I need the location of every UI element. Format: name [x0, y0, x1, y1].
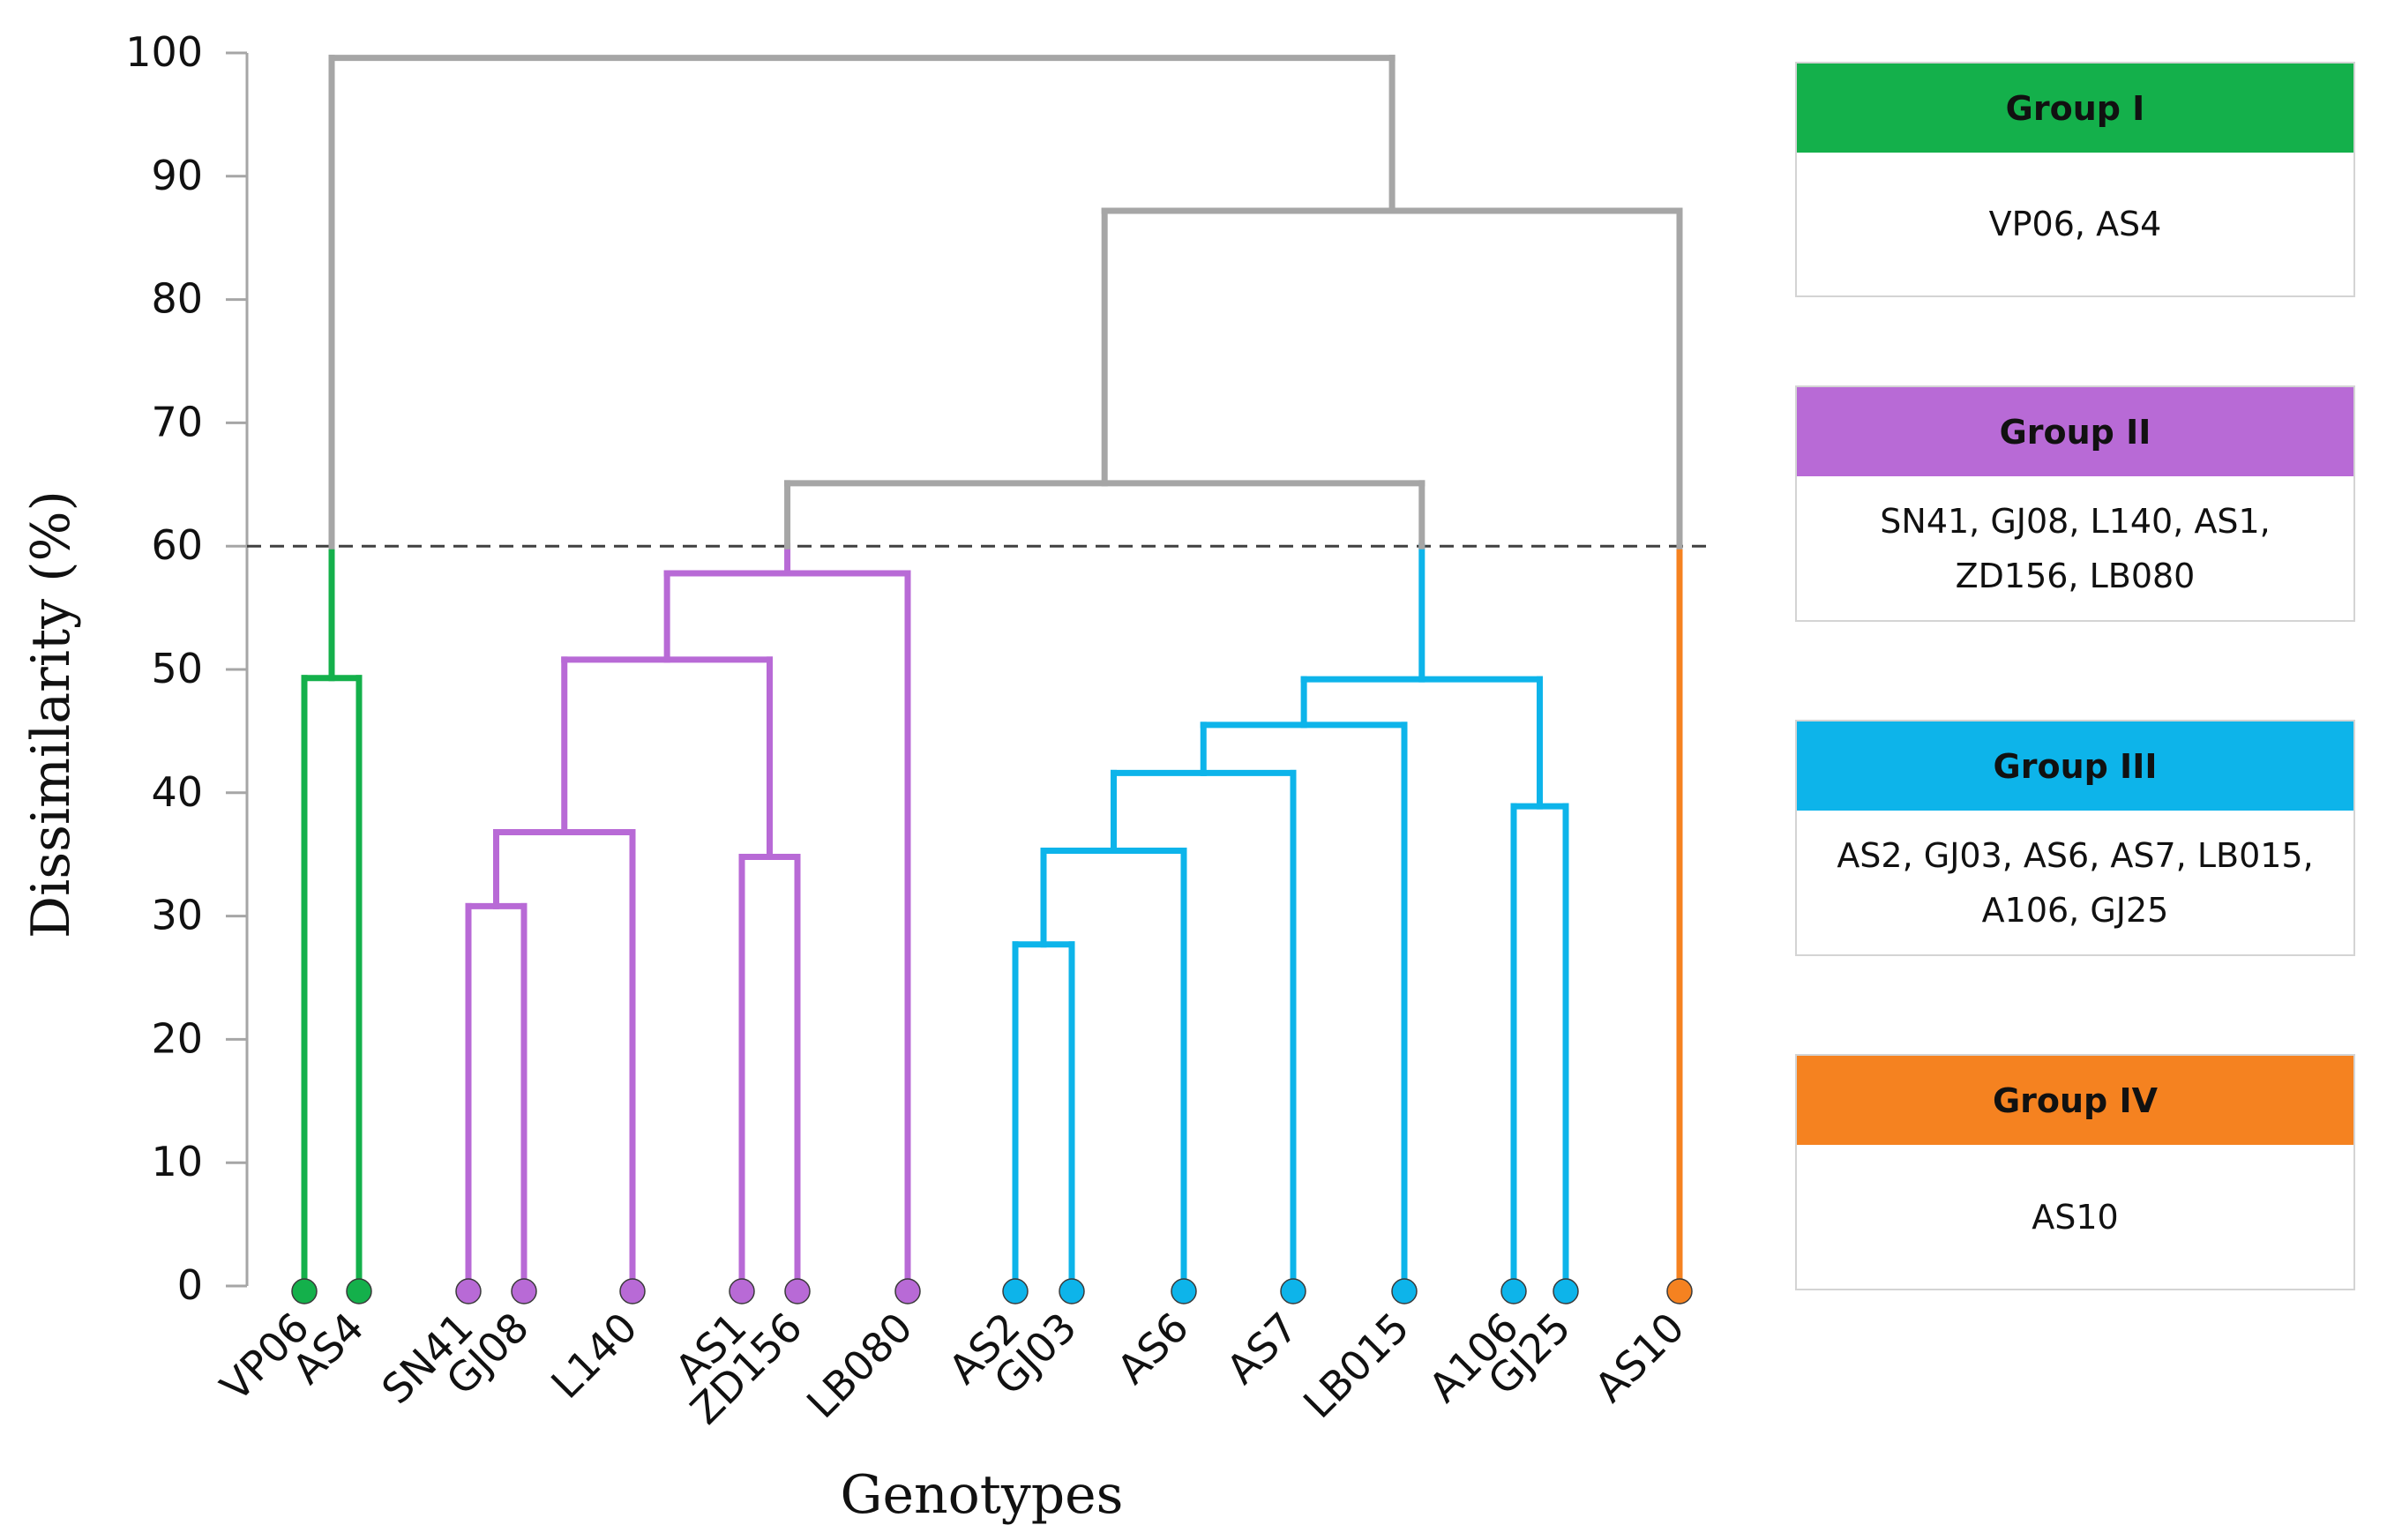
legend-members: AS2, GJ03, AS6, AS7, LB015,	[1837, 835, 2314, 875]
legend-header-group-1: Group I	[1797, 64, 2353, 153]
leaf-label-as10: AS10	[1585, 1304, 1693, 1411]
y-tick-label: 0	[177, 1261, 203, 1309]
leaf-node-l140	[619, 1278, 646, 1305]
leaf-node-sn41	[455, 1278, 482, 1305]
y-tick-label: 70	[151, 398, 203, 445]
y-tick-label: 60	[151, 521, 203, 569]
y-axis-title: Dissimilarity (%)	[20, 490, 82, 938]
leaf-node-as10	[1666, 1278, 1693, 1305]
legend-body-group-1: VP06, AS4	[1797, 153, 2353, 295]
leaf-label-lb080: LB080	[797, 1304, 922, 1428]
legend-panel-group-3: Group III AS2, GJ03, AS6, AS7, LB015, A1…	[1795, 720, 2355, 956]
leaf-node-gj03	[1059, 1278, 1085, 1305]
leaf-node-zd156	[784, 1278, 811, 1305]
legend-header-group-4: Group IV	[1797, 1056, 2353, 1145]
leaf-label-as6: AS6	[1108, 1304, 1198, 1394]
legend-body-group-3: AS2, GJ03, AS6, AS7, LB015, A106, GJ25	[1797, 811, 2353, 954]
leaf-node-as2	[1002, 1278, 1029, 1305]
dendrogram-branches	[301, 55, 1683, 1290]
y-tick-label: 80	[151, 275, 203, 323]
leaf-node-vp06	[291, 1278, 318, 1305]
leaf-node-lb015	[1391, 1278, 1418, 1305]
leaf-label-as7: AS7	[1217, 1304, 1307, 1394]
leaf-node-as7	[1280, 1278, 1306, 1305]
legend-members: AS10	[2032, 1197, 2119, 1237]
legend-body-group-2: SN41, GJ08, L140, AS1, ZD156, LB080	[1797, 476, 2353, 620]
legend-members: VP06, AS4	[1988, 205, 2162, 243]
legend-panel-group-2: Group II SN41, GJ08, L140, AS1, ZD156, L…	[1795, 385, 2355, 622]
leaf-label-lb015: LB015	[1294, 1304, 1418, 1428]
leaf-node-gj08	[511, 1278, 537, 1305]
leaf-node-gj25	[1553, 1278, 1579, 1305]
legend-members: SN41, GJ08, L140, AS1,	[1880, 501, 2271, 541]
leaf-nodes	[291, 1278, 1693, 1305]
y-tick-label: 40	[151, 768, 203, 816]
leaf-node-as4	[346, 1278, 372, 1305]
leaf-node-as6	[1171, 1278, 1197, 1305]
y-axis: 0 10 20 30 40 50 60 70 80 90 100	[125, 28, 249, 1309]
legend-members: A106, GJ25	[1981, 890, 2169, 930]
y-tick-label: 50	[151, 645, 203, 692]
leaf-node-as1	[729, 1278, 755, 1305]
leaf-node-a106	[1500, 1278, 1527, 1305]
legend-header-group-3: Group III	[1797, 721, 2353, 811]
legend-members: ZD156, LB080	[1955, 556, 2196, 595]
y-tick-label: 30	[151, 892, 203, 939]
legend-panel-group-4: Group IV AS10	[1795, 1054, 2355, 1290]
legend-header-group-2: Group II	[1797, 387, 2353, 476]
legend-body-group-4: AS10	[1797, 1145, 2353, 1289]
x-axis-title: Genotypes	[841, 1464, 1124, 1526]
leaf-node-lb080	[894, 1278, 921, 1305]
legend-panel-group-1: Group I VP06, AS4	[1795, 62, 2355, 297]
y-tick-label: 100	[125, 28, 203, 76]
y-tick-label: 90	[151, 152, 203, 199]
y-tick-label: 20	[151, 1014, 203, 1062]
leaf-label-l140: L140	[542, 1304, 646, 1408]
y-tick-label: 10	[151, 1138, 203, 1185]
